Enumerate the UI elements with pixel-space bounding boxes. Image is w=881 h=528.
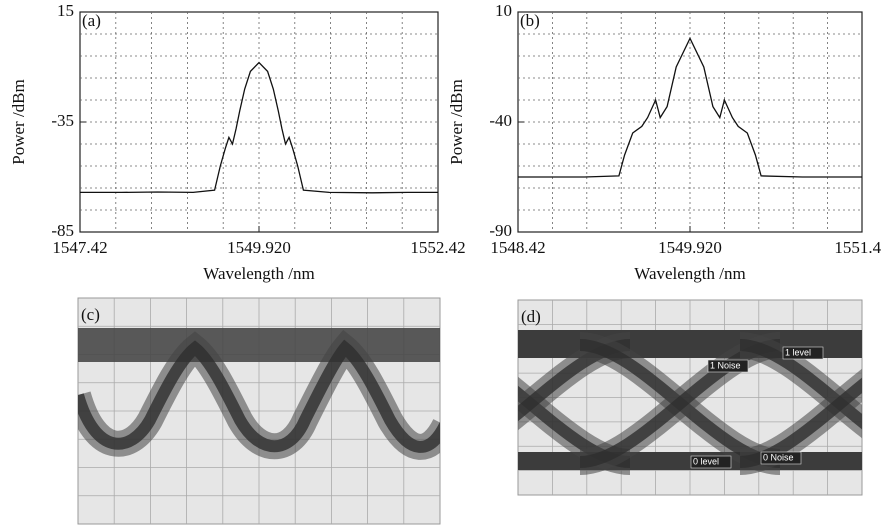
x-tick-label: 1549.920 xyxy=(658,238,722,257)
annotation-box xyxy=(707,359,749,373)
panel-label: (a) xyxy=(82,11,101,30)
x-axis-title: Wavelength /nm xyxy=(634,264,745,283)
annotation-box xyxy=(760,451,802,465)
annotation: 1 level xyxy=(785,347,811,357)
eye-band xyxy=(78,328,440,362)
x-tick-label: 1552.42 xyxy=(410,238,465,257)
y-axis-title: Power /dBm xyxy=(447,79,466,164)
y-tick-label: -35 xyxy=(51,111,74,130)
eye-trace-core xyxy=(78,339,440,453)
x-tick-label: 1549.920 xyxy=(227,238,291,257)
annotation: 1 Noise xyxy=(710,360,741,370)
x-axis-title: Wavelength /nm xyxy=(203,264,314,283)
panel-label: (c) xyxy=(81,305,100,324)
spectrum-line xyxy=(80,61,438,194)
annotation: 0 level xyxy=(693,456,719,466)
panel-label: (d) xyxy=(521,307,541,326)
y-tick-label: 15 xyxy=(57,1,74,20)
eye-trace xyxy=(78,298,440,524)
x-tick-label: 1551.42 xyxy=(834,238,881,257)
y-tick-label: -40 xyxy=(489,111,512,130)
y-axis-title: Power /dBm xyxy=(9,79,28,164)
y-tick-label: -90 xyxy=(489,221,512,240)
y-tick-label: -85 xyxy=(51,221,74,240)
x-tick-label: 1548.42 xyxy=(490,238,545,257)
annotation-box xyxy=(690,455,732,469)
annotation: 0 Noise xyxy=(763,452,794,462)
panel-label: (b) xyxy=(520,11,540,30)
y-tick-label: 10 xyxy=(495,1,512,20)
eye-band xyxy=(518,452,862,470)
x-tick-label: 1547.42 xyxy=(52,238,107,257)
annotation-box xyxy=(782,346,824,360)
spectrum-line xyxy=(518,36,862,178)
